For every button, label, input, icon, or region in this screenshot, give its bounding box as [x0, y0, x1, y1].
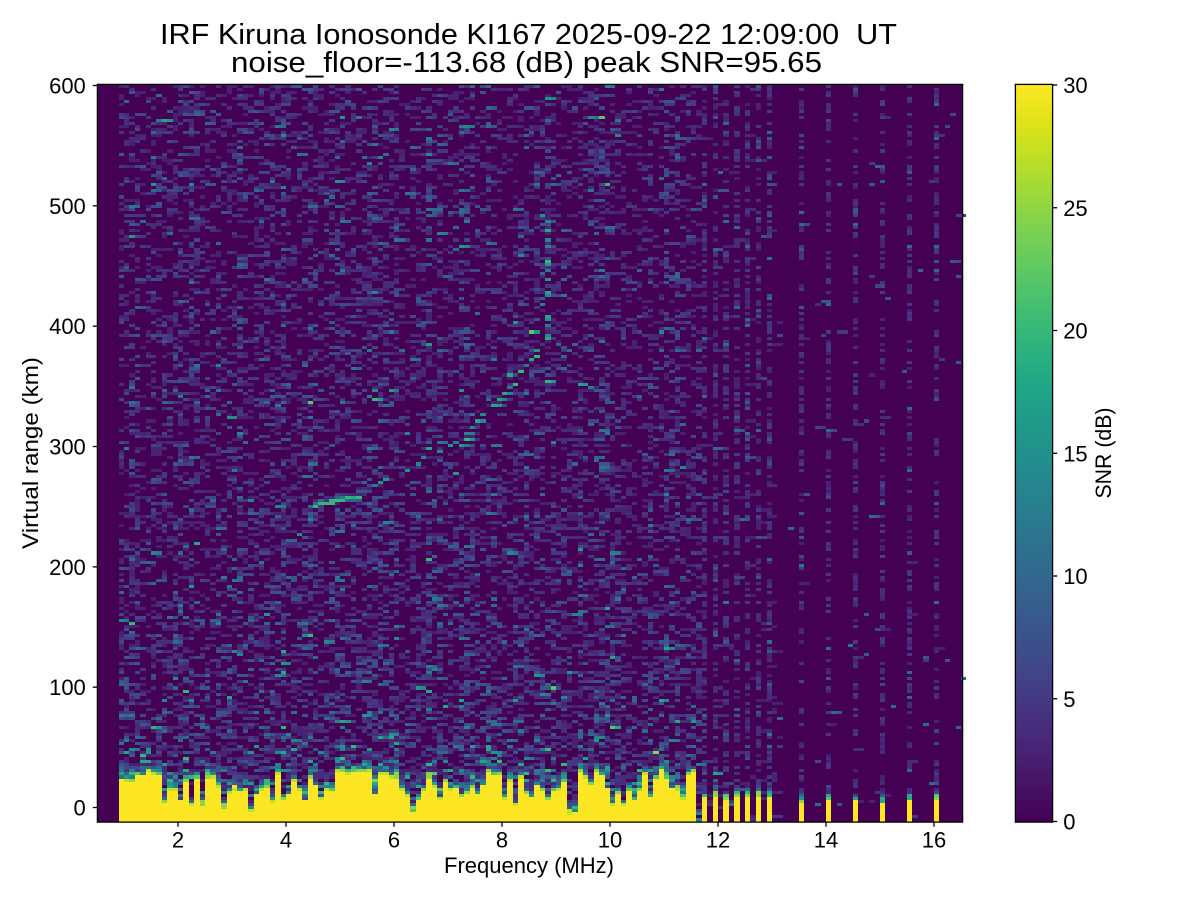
svg-text:Frequency (MHz): Frequency (MHz) [444, 853, 614, 878]
svg-text:100: 100 [49, 675, 86, 700]
svg-text:30: 30 [1063, 73, 1087, 98]
svg-text:20: 20 [1063, 319, 1087, 344]
svg-text:200: 200 [49, 555, 86, 580]
svg-text:noise_floor=-113.68 (dB) peak: noise_floor=-113.68 (dB) peak SNR=95.65 [231, 47, 822, 79]
svg-text:15: 15 [1063, 441, 1087, 466]
svg-text:10: 10 [598, 828, 622, 853]
svg-text:0: 0 [1063, 810, 1075, 835]
svg-text:14: 14 [814, 828, 838, 853]
svg-text:10: 10 [1063, 564, 1087, 589]
svg-text:16: 16 [922, 828, 946, 853]
svg-text:12: 12 [706, 828, 730, 853]
svg-text:8: 8 [496, 828, 508, 853]
svg-text:400: 400 [49, 314, 86, 339]
svg-text:4: 4 [280, 828, 292, 853]
svg-text:IRF Kiruna Ionosonde KI167 202: IRF Kiruna Ionosonde KI167 2025-09-22 12… [160, 19, 897, 51]
svg-text:Virtual range (km): Virtual range (km) [18, 357, 43, 549]
svg-text:300: 300 [49, 435, 86, 460]
svg-text:0: 0 [74, 796, 86, 821]
svg-text:600: 600 [49, 74, 86, 99]
svg-text:6: 6 [388, 828, 400, 853]
svg-text:SNR (dB): SNR (dB) [1091, 408, 1116, 499]
svg-text:500: 500 [49, 194, 86, 219]
svg-text:25: 25 [1063, 196, 1087, 221]
svg-text:2: 2 [172, 828, 184, 853]
svg-text:5: 5 [1063, 687, 1075, 712]
